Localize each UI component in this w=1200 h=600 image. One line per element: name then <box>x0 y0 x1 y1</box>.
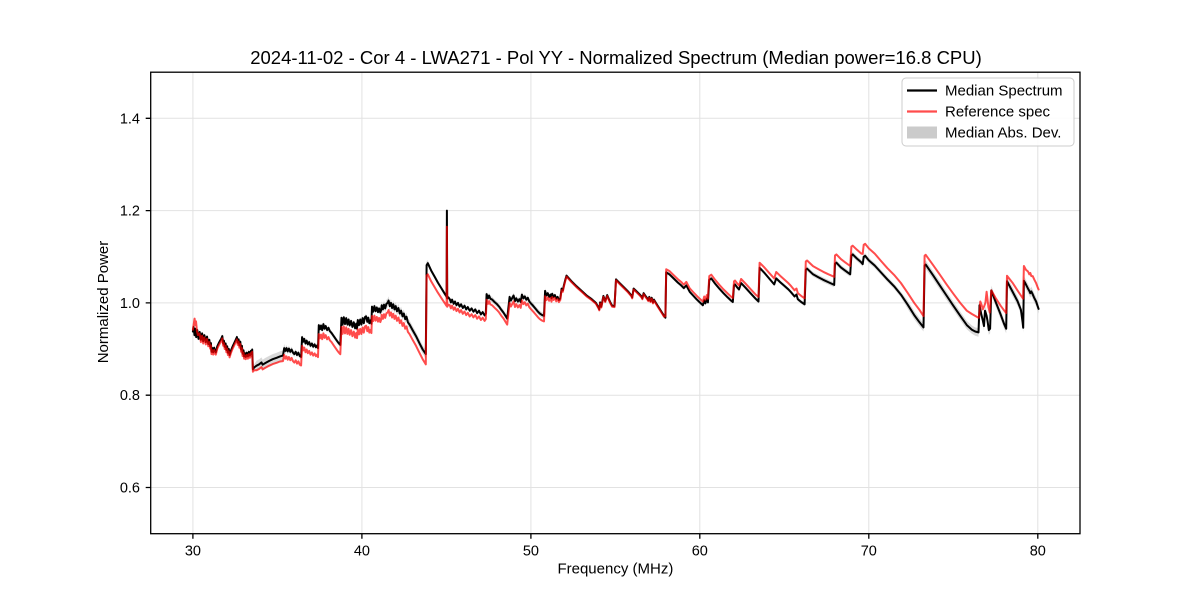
svg-text:50: 50 <box>523 544 539 560</box>
svg-text:Median Abs. Dev.: Median Abs. Dev. <box>945 125 1061 142</box>
svg-text:40: 40 <box>354 544 370 560</box>
svg-text:0.6: 0.6 <box>120 481 140 497</box>
svg-text:60: 60 <box>692 544 708 560</box>
svg-text:70: 70 <box>861 544 877 560</box>
svg-text:Median Spectrum: Median Spectrum <box>945 83 1063 100</box>
svg-text:1.4: 1.4 <box>120 111 140 127</box>
svg-text:0.8: 0.8 <box>120 388 140 404</box>
svg-text:1.2: 1.2 <box>120 204 140 220</box>
svg-text:30: 30 <box>185 544 201 560</box>
svg-text:1.0: 1.0 <box>120 296 140 312</box>
svg-text:Reference spec: Reference spec <box>945 104 1051 121</box>
svg-text:Normalized Power: Normalized Power <box>95 241 112 364</box>
svg-text:2024-11-02 - Cor 4 - LWA271 -: 2024-11-02 - Cor 4 - LWA271 - Pol YY - N… <box>250 47 982 68</box>
svg-text:Frequency (MHz): Frequency (MHz) <box>557 561 673 578</box>
svg-text:80: 80 <box>1030 544 1046 560</box>
